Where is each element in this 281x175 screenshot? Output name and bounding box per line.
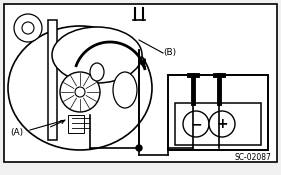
Circle shape: [183, 111, 209, 137]
Circle shape: [209, 111, 235, 137]
Ellipse shape: [52, 27, 142, 83]
Text: SC-02087: SC-02087: [234, 153, 271, 162]
Circle shape: [75, 87, 85, 97]
Circle shape: [22, 22, 34, 34]
Text: (A): (A): [10, 128, 23, 138]
Circle shape: [60, 72, 100, 112]
Text: +: +: [216, 117, 228, 131]
Bar: [48, 20, 57, 140]
Ellipse shape: [90, 63, 104, 81]
Bar: [175, 103, 261, 145]
Ellipse shape: [113, 72, 137, 108]
Text: −: −: [190, 117, 202, 131]
Ellipse shape: [8, 26, 152, 150]
Circle shape: [136, 145, 142, 151]
Circle shape: [14, 14, 42, 42]
Text: (B): (B): [163, 47, 176, 57]
Bar: [68, 115, 84, 133]
Bar: [168, 75, 268, 150]
